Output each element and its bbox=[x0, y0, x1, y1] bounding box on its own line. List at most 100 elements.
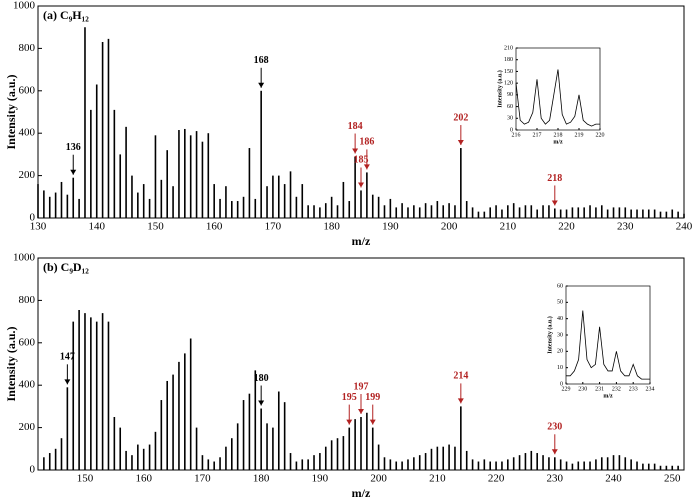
x-tick-label: 230 bbox=[547, 473, 564, 485]
y-tick-label: 800 bbox=[19, 294, 36, 306]
annotation-label: 168 bbox=[254, 55, 269, 66]
arrow-head bbox=[551, 200, 558, 206]
x-axis-label: m/z bbox=[352, 486, 371, 500]
x-tick-label: 130 bbox=[30, 221, 47, 233]
y-axis-label: Intensity (a.u.) bbox=[4, 74, 18, 149]
y-tick-label: 60 bbox=[557, 283, 563, 289]
x-tick-label: 220 bbox=[596, 132, 605, 138]
arrow-head bbox=[457, 398, 464, 404]
y-tick-label: 1000 bbox=[13, 252, 36, 264]
arrow-head bbox=[457, 140, 464, 146]
arrow-head bbox=[258, 400, 265, 406]
arrow-head bbox=[358, 182, 364, 188]
plot-frame bbox=[565, 285, 651, 385]
annotation-label: 199 bbox=[365, 392, 380, 403]
annotation-label: 230 bbox=[547, 422, 562, 433]
arrow-head bbox=[258, 82, 265, 88]
y-tick-label: 0 bbox=[510, 127, 513, 133]
annotation-label: 202 bbox=[453, 112, 468, 123]
panel-title: (b) C₉D₁₂ bbox=[43, 260, 89, 274]
y-tick-label: 600 bbox=[19, 84, 36, 96]
annotation-label: 184 bbox=[348, 121, 363, 132]
x-tick-label: 219 bbox=[575, 132, 584, 138]
x-tick-label: 150 bbox=[77, 473, 94, 485]
y-tick-label: 60 bbox=[507, 104, 513, 110]
plot-frame bbox=[515, 47, 601, 131]
y-tick-label: 120 bbox=[504, 81, 513, 87]
y-tick-label: 0 bbox=[560, 381, 563, 387]
arrow-head bbox=[369, 419, 376, 425]
x-tick-label: 218 bbox=[554, 132, 563, 138]
x-axis-label: m/z bbox=[553, 139, 563, 145]
x-tick-label: 240 bbox=[605, 473, 622, 485]
x-tick-label: 180 bbox=[323, 221, 340, 233]
y-tick-label: 10 bbox=[557, 365, 563, 371]
x-tick-label: 216 bbox=[512, 132, 521, 138]
y-tick-label: 600 bbox=[19, 336, 36, 348]
y-tick-label: 150 bbox=[504, 69, 513, 75]
annotation-label: 186 bbox=[359, 137, 374, 148]
x-tick-label: 200 bbox=[370, 473, 387, 485]
x-tick-label: 210 bbox=[500, 221, 517, 233]
x-tick-label: 170 bbox=[265, 221, 282, 233]
y-tick-label: 200 bbox=[19, 169, 36, 181]
y-tick-label: 200 bbox=[19, 421, 36, 433]
arrow-head bbox=[358, 409, 364, 414]
y-axis-label: Intensity (a.u.) bbox=[546, 316, 553, 354]
x-tick-label: 140 bbox=[88, 221, 105, 233]
arrow-head bbox=[551, 449, 558, 455]
arrow-head bbox=[363, 164, 370, 170]
arrow-head bbox=[352, 148, 359, 154]
y-tick-label: 20 bbox=[557, 349, 563, 355]
x-tick-label: 190 bbox=[382, 221, 399, 233]
x-axis-label: m/z bbox=[352, 234, 371, 248]
y-tick-label: 50 bbox=[557, 300, 563, 306]
spectrum-line bbox=[515, 69, 600, 127]
x-tick-label: 230 bbox=[617, 221, 634, 233]
x-tick-label: 190 bbox=[312, 473, 329, 485]
x-tick-label: 230 bbox=[578, 386, 587, 392]
x-tick-label: 170 bbox=[194, 473, 211, 485]
annotation-label: 197 bbox=[354, 381, 369, 392]
y-axis-label: Intensity (a.u.) bbox=[4, 326, 18, 401]
annotation-label: 218 bbox=[547, 173, 562, 184]
y-tick-label: 30 bbox=[507, 116, 513, 122]
y-axis-label: Intensity (a.u.) bbox=[496, 70, 503, 108]
x-tick-label: 220 bbox=[488, 473, 505, 485]
x-tick-label: 200 bbox=[441, 221, 458, 233]
x-tick-label: 160 bbox=[206, 221, 223, 233]
spectrum-line bbox=[566, 310, 650, 380]
y-tick-label: 90 bbox=[507, 92, 513, 98]
y-tick-label: 400 bbox=[19, 379, 36, 391]
arrow-head bbox=[64, 379, 71, 385]
panel-title: (a) C₉H₁₂ bbox=[43, 8, 89, 22]
x-tick-label: 150 bbox=[147, 221, 164, 233]
y-tick-label: 0 bbox=[30, 464, 36, 476]
y-tick-label: 30 bbox=[557, 332, 563, 338]
y-tick-label: 400 bbox=[19, 127, 36, 139]
arrow-head bbox=[346, 419, 353, 425]
x-tick-label: 210 bbox=[429, 473, 446, 485]
x-tick-label: 234 bbox=[646, 386, 655, 392]
x-tick-label: 160 bbox=[135, 473, 152, 485]
x-tick-label: 233 bbox=[629, 386, 638, 392]
x-axis-label: m/z bbox=[603, 393, 613, 399]
x-tick-label: 220 bbox=[558, 221, 575, 233]
annotation-label: 147 bbox=[60, 352, 75, 363]
x-tick-label: 180 bbox=[253, 473, 270, 485]
y-tick-label: 40 bbox=[557, 316, 563, 322]
annotation-label: 214 bbox=[453, 371, 468, 382]
y-tick-label: 180 bbox=[504, 57, 513, 63]
annotation-label: 136 bbox=[66, 142, 81, 153]
annotation-label: 195 bbox=[342, 392, 357, 403]
x-tick-label: 217 bbox=[533, 132, 542, 138]
x-tick-label: 250 bbox=[664, 473, 681, 485]
y-tick-label: 1000 bbox=[13, 0, 36, 12]
y-tick-label: 800 bbox=[19, 42, 36, 54]
x-tick-label: 229 bbox=[562, 386, 571, 392]
y-tick-label: 0 bbox=[30, 212, 36, 224]
x-tick-label: 232 bbox=[612, 386, 621, 392]
annotation-label: 185 bbox=[354, 155, 369, 166]
